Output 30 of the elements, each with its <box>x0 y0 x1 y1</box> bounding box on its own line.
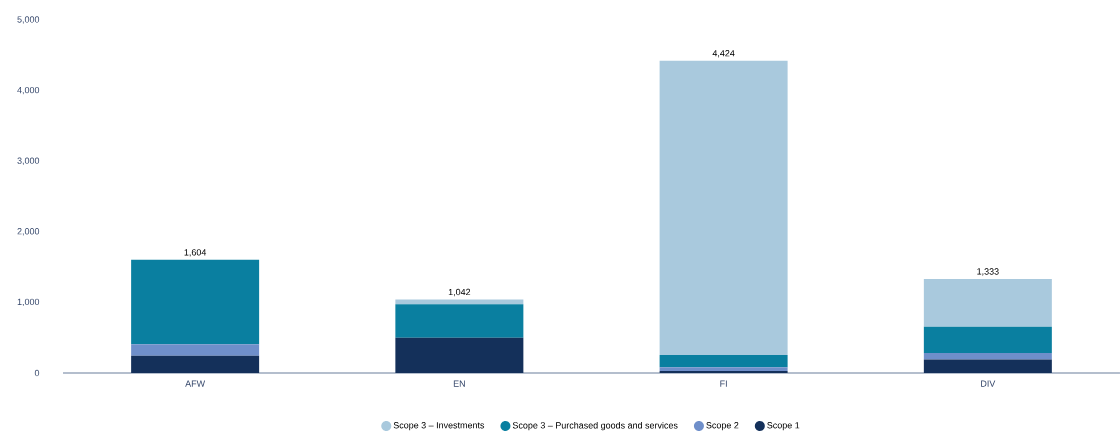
y-tick-label: 5,000 <box>17 16 40 24</box>
bar <box>395 337 524 373</box>
y-tick-label: 2,000 <box>17 228 40 236</box>
legend-label: Scope 3 – Purchased goods and services <box>512 421 678 431</box>
x-tick-label: DIV <box>981 380 996 387</box>
y-tick-label: 0 <box>34 369 40 377</box>
bar <box>923 352 1052 360</box>
bar <box>131 355 260 373</box>
y-tick-label: 3,000 <box>17 157 40 165</box>
y-tick-label: 1,000 <box>17 298 40 307</box>
bar <box>131 344 260 356</box>
bar <box>395 299 524 305</box>
legend-label: Scope 3 – Investments <box>393 422 485 431</box>
bar <box>659 60 788 355</box>
bar <box>131 259 260 345</box>
x-tick-label: FI <box>720 380 727 387</box>
bar <box>923 326 1052 353</box>
y-tick-label: 4,000 <box>17 86 40 95</box>
legend-label: Scope 2 <box>706 422 739 431</box>
total-label: 1,604 <box>184 249 207 257</box>
bar <box>659 355 788 368</box>
x-tick-label: AFW <box>185 380 206 387</box>
bar <box>923 359 1052 373</box>
legend-label: Scope 1 <box>767 422 800 431</box>
total-label: 1,042 <box>448 288 471 297</box>
bar <box>395 304 524 338</box>
x-tick-label: EN <box>453 380 465 387</box>
total-label: 4,424 <box>712 50 735 58</box>
bar <box>923 278 1052 327</box>
total-label: 1,333 <box>977 268 999 276</box>
